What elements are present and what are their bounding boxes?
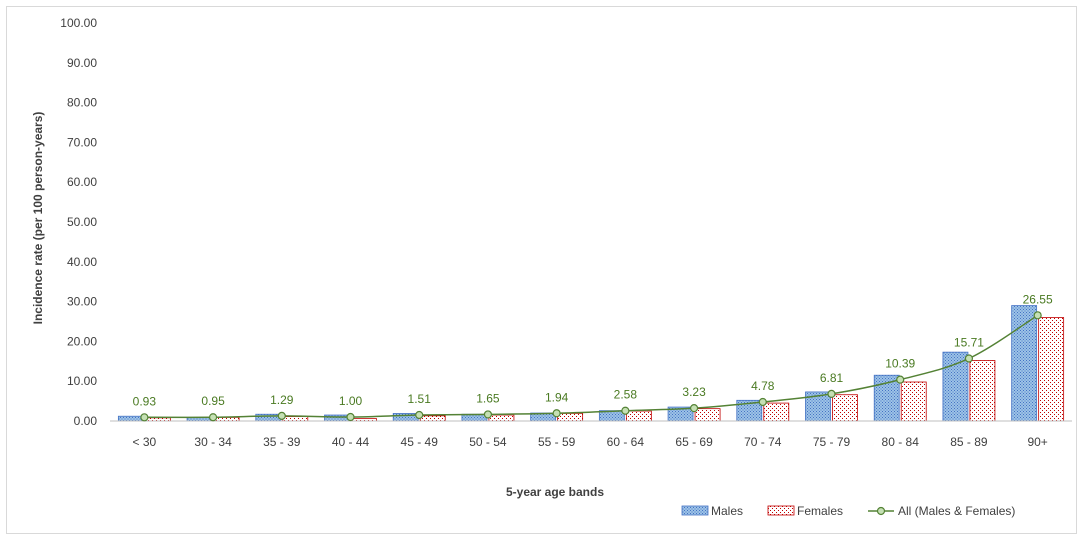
bar-females	[557, 413, 584, 422]
bar-females	[625, 410, 652, 422]
x-tick-label: 45 - 49	[401, 435, 439, 449]
data-label-all: 2.58	[614, 388, 638, 402]
bar-females	[213, 417, 240, 422]
data-label-all: 3.23	[682, 385, 706, 399]
bar-males	[324, 414, 350, 422]
point-all	[896, 375, 905, 384]
bar-females	[763, 402, 790, 422]
point-all	[483, 410, 493, 419]
legend-label-females: Females	[797, 504, 843, 518]
data-label-all: 10.39	[885, 357, 915, 371]
point-all	[1033, 311, 1042, 320]
x-tick-label: 90+	[1027, 435, 1047, 449]
point-all	[621, 406, 630, 415]
legend-swatch-females	[767, 505, 795, 516]
y-tick-label: 30.00	[67, 295, 97, 309]
chart-frame	[6, 6, 1077, 534]
x-axis-title: 5-year age bands	[506, 485, 604, 499]
data-label-all: 4.78	[751, 379, 775, 393]
y-tick-label: 10.00	[67, 374, 97, 388]
point-all	[140, 413, 149, 422]
point-all	[346, 412, 355, 422]
bar-males	[1011, 305, 1038, 422]
legend-marker-all	[876, 506, 886, 516]
y-tick-label: 50.00	[67, 215, 97, 229]
x-tick-label: 50 - 54	[469, 435, 507, 449]
bar-females	[488, 414, 515, 422]
y-axis-title: Incidence rate (per 100 person-years)	[31, 112, 45, 325]
bar-females	[969, 360, 996, 422]
data-label-all: 1.51	[408, 392, 432, 406]
data-label-all: 1.00	[339, 394, 363, 408]
data-label-all: 26.55	[1023, 292, 1053, 306]
data-label-all: 1.65	[476, 391, 500, 405]
legend-swatch-males	[681, 505, 709, 516]
x-tick-label: 30 - 34	[194, 435, 232, 449]
data-label-all: 1.29	[270, 393, 294, 407]
data-label-all: 1.94	[545, 390, 569, 404]
legend-label-all: All (Males & Females)	[898, 504, 1015, 518]
y-tick-label: 60.00	[67, 175, 97, 189]
point-all	[208, 413, 218, 422]
point-all	[552, 409, 561, 418]
x-tick-label: 40 - 44	[332, 435, 370, 449]
data-label-all: 15.71	[954, 335, 984, 349]
x-tick-label: 70 - 74	[744, 435, 782, 449]
y-tick-label: 0.00	[74, 414, 98, 428]
x-tick-label: < 30	[133, 435, 157, 449]
x-tick-label: 80 - 84	[882, 435, 920, 449]
y-tick-label: 70.00	[67, 135, 97, 149]
legend-label-males: Males	[711, 504, 743, 518]
bar-females	[282, 416, 309, 422]
y-tick-label: 80.00	[67, 96, 97, 110]
bar-females	[832, 394, 858, 422]
legend: Males Females All (Males & Females)	[681, 504, 1015, 518]
bar-females	[1038, 317, 1065, 422]
y-tick-label: 90.00	[67, 56, 97, 70]
y-tick-label: 100.00	[60, 16, 97, 30]
data-label-all: 0.95	[201, 394, 225, 408]
point-all	[758, 397, 767, 407]
bar-males	[117, 415, 144, 422]
data-label-all: 0.93	[133, 394, 157, 408]
bar-females	[900, 381, 927, 422]
point-all	[415, 410, 424, 420]
x-tick-label: 55 - 59	[538, 435, 576, 449]
y-tick-label: 20.00	[67, 334, 97, 348]
point-all	[689, 404, 699, 413]
x-tick-label: 75 - 79	[813, 435, 851, 449]
bar-females	[419, 415, 446, 422]
x-tick-label: 85 - 89	[950, 435, 988, 449]
bar-males	[942, 351, 969, 422]
data-label-all: 6.81	[820, 371, 844, 385]
bar-females	[694, 408, 721, 422]
y-tick-label: 40.00	[67, 255, 97, 269]
x-tick-label: 65 - 69	[675, 435, 713, 449]
point-all	[964, 354, 974, 363]
x-tick-label: 60 - 64	[607, 435, 645, 449]
bar-males	[873, 374, 900, 422]
point-all	[827, 389, 836, 398]
x-tick-label: 35 - 39	[263, 435, 301, 449]
point-all	[277, 411, 286, 420]
